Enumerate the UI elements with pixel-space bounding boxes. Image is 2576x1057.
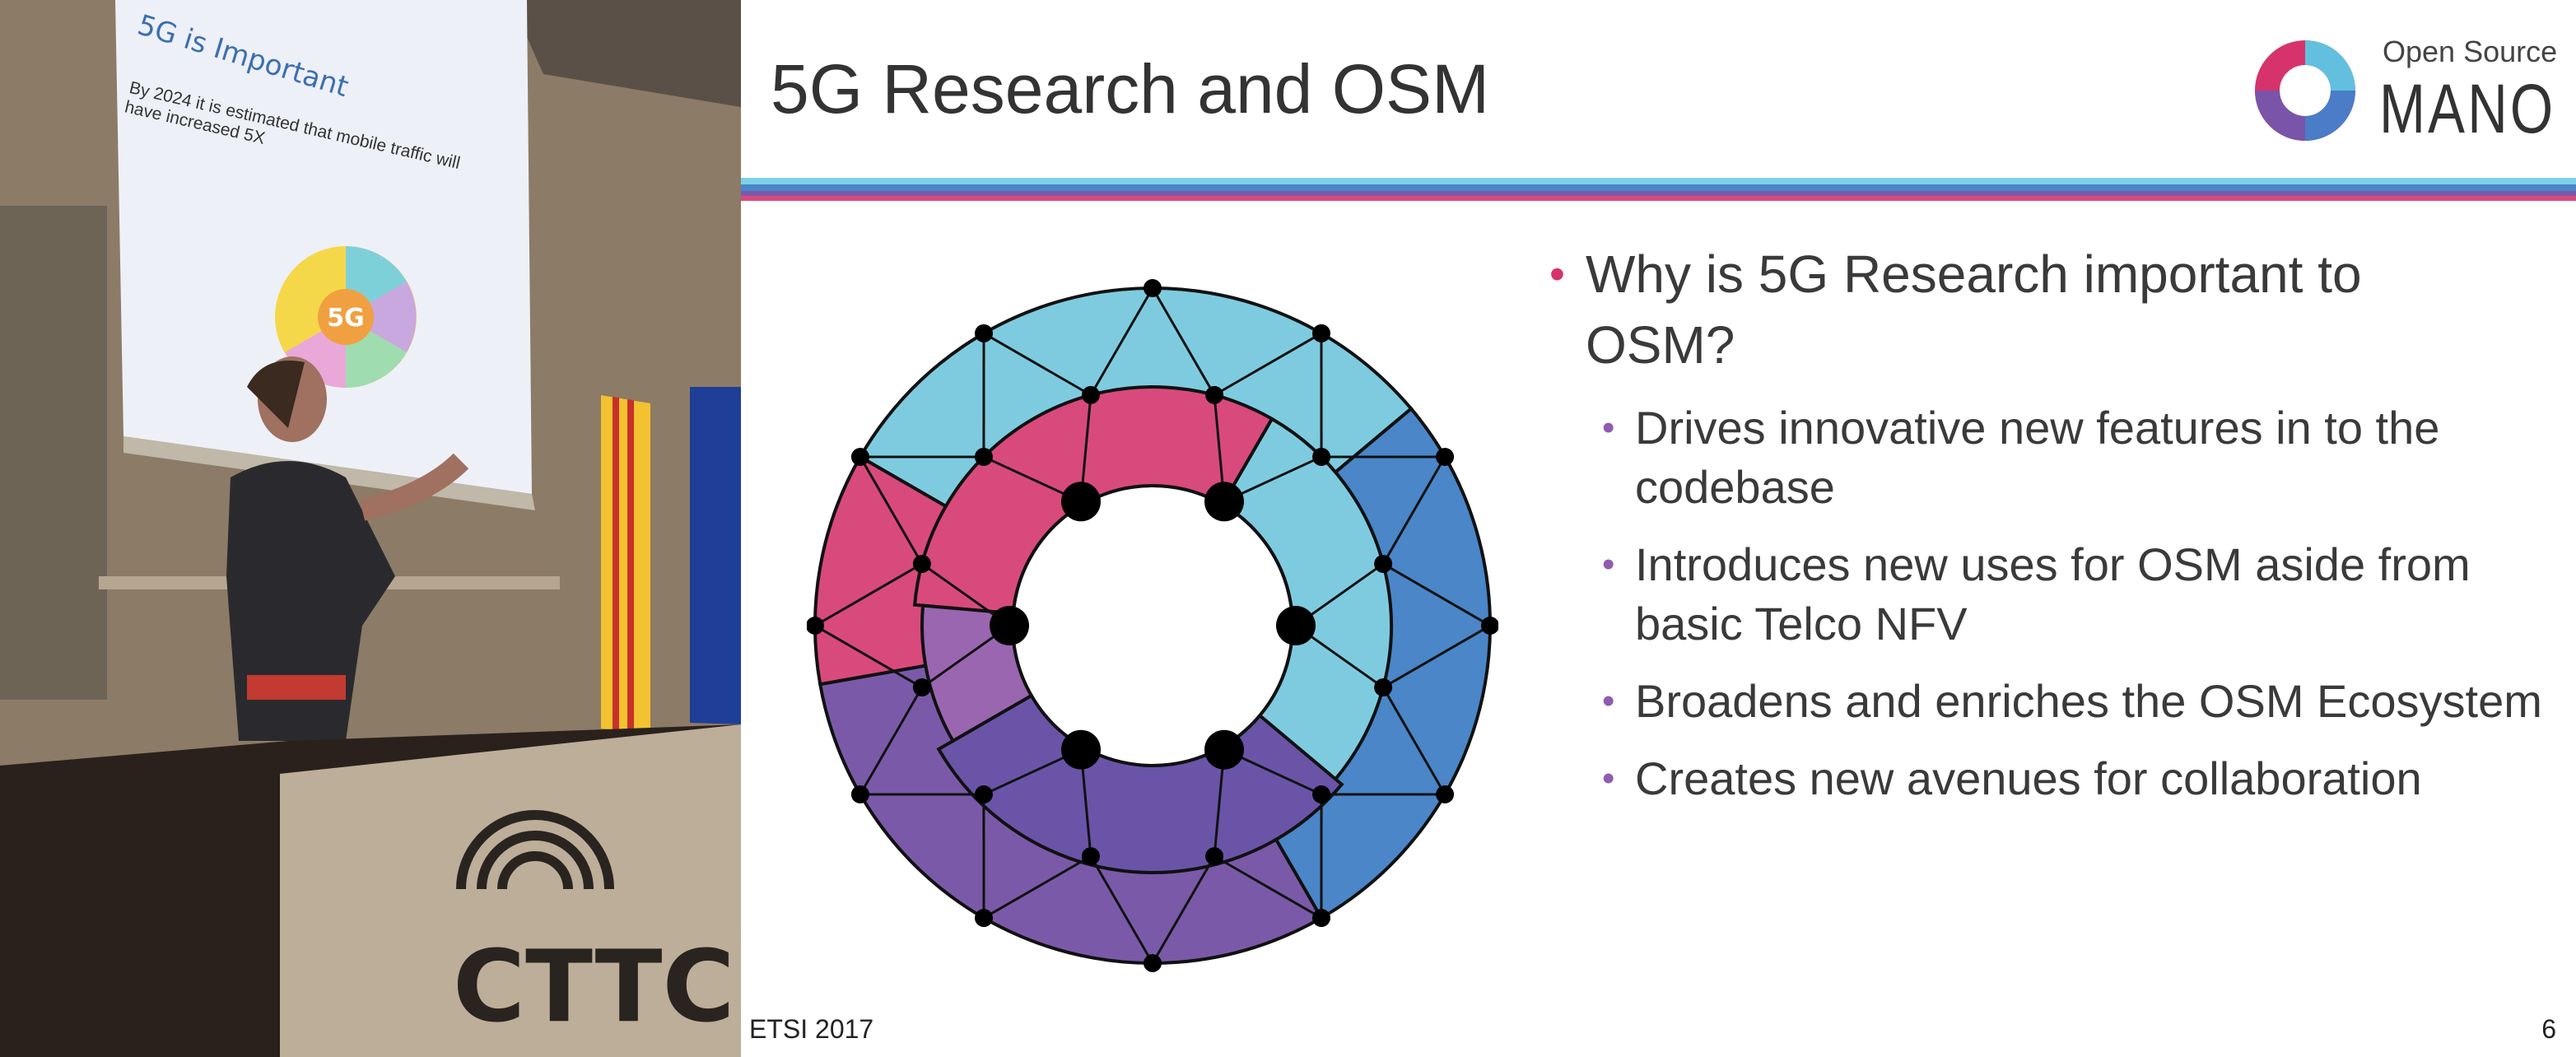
mesh-node xyxy=(990,606,1029,645)
mesh-node xyxy=(1312,785,1331,804)
mesh-node xyxy=(1276,606,1316,645)
mesh-line xyxy=(859,687,924,795)
mesh-node xyxy=(1205,847,1224,866)
mesh-line xyxy=(1381,687,1446,795)
stripe xyxy=(741,196,2576,201)
mesh-node xyxy=(1061,482,1101,522)
mesh-node xyxy=(807,617,824,635)
mesh-node xyxy=(912,554,931,573)
page-number: 6 xyxy=(2541,1014,2556,1044)
mesh-line xyxy=(983,332,1092,397)
stripe xyxy=(741,184,2576,191)
mesh-line xyxy=(1213,332,1322,397)
sub-bullet: Drives innovative new features in to the… xyxy=(1602,398,2549,517)
mesh-node xyxy=(850,785,869,803)
mesh-line xyxy=(1382,562,1491,627)
whiteboard xyxy=(0,206,107,700)
screen-center: 5G xyxy=(327,304,365,333)
logo-ring-purple xyxy=(2255,90,2306,141)
sub-bullet: Creates new avenues for collaboration xyxy=(1602,749,2549,808)
bullet-list: Why is 5G Research important to OSM? Dri… xyxy=(1549,239,2542,808)
mesh-line xyxy=(814,562,923,627)
mesh-line xyxy=(1151,855,1216,964)
mesh-node xyxy=(1204,482,1244,522)
ring-segment xyxy=(912,385,1274,616)
mesh-line xyxy=(1089,287,1154,396)
photo: 5G is Important By 2024 it is estimated … xyxy=(0,0,741,1057)
mesh-node xyxy=(1312,909,1330,928)
mesh-line xyxy=(1089,855,1154,964)
mesh-line xyxy=(814,624,923,689)
mesh-node xyxy=(1436,448,1455,466)
stripe xyxy=(741,191,2576,196)
ceiling xyxy=(510,0,741,107)
mesh-node xyxy=(975,909,993,928)
mesh-node xyxy=(975,324,993,342)
sub-bullet: Introduces new uses for OSM aside from b… xyxy=(1602,535,2549,654)
mesh-node xyxy=(1081,385,1100,404)
mesh-node xyxy=(1374,554,1393,573)
mesh-line xyxy=(983,854,1092,920)
mesh-node xyxy=(1481,617,1498,635)
mesh-node xyxy=(974,785,993,804)
podium-front xyxy=(280,724,741,1057)
footer: ETSI 2017 xyxy=(749,1014,874,1044)
mesh-node xyxy=(974,447,993,466)
speaker xyxy=(226,356,469,741)
slide: 5G Research and OSM Open Source MANO Why… xyxy=(741,0,2576,1057)
mesh-line xyxy=(1382,624,1491,689)
slide-title: 5G Research and OSM xyxy=(771,50,1490,128)
mesh-line xyxy=(1381,456,1446,565)
logo-line1: Open Source xyxy=(2383,35,2558,68)
mesh-node xyxy=(912,678,931,697)
logo-ring-blue xyxy=(2304,90,2355,141)
screen-wheel: 5G xyxy=(275,246,417,388)
mesh-node xyxy=(1081,847,1100,866)
mesh-node xyxy=(1312,447,1331,466)
mesh-node xyxy=(850,448,869,466)
mesh-line xyxy=(1151,287,1216,396)
mesh-node xyxy=(1312,324,1330,342)
logo-mark xyxy=(2255,40,2355,141)
podium-arcs xyxy=(456,810,614,890)
stripe xyxy=(741,178,2576,184)
mesh-line xyxy=(1213,854,1322,920)
sub-bullet: Broadens and enriches the OSM Ecosystem xyxy=(1602,672,2549,731)
mesh-line xyxy=(859,456,924,565)
podium-logo: CTTC xyxy=(453,930,735,1045)
mesh-node xyxy=(1061,729,1101,770)
mesh-node xyxy=(1144,954,1162,972)
mesh-node xyxy=(1436,785,1455,803)
mesh-node xyxy=(1374,678,1393,697)
mesh-node xyxy=(1144,279,1162,297)
projection-screen xyxy=(115,0,532,494)
logo-ring-cyan xyxy=(2304,40,2355,91)
logo-line2: MANO xyxy=(2379,70,2556,147)
flags xyxy=(601,387,741,733)
osm-ring xyxy=(807,279,1498,972)
ring-segment xyxy=(1220,417,1393,782)
mesh-node xyxy=(1204,729,1244,770)
bullet: Why is 5G Research important to OSM? xyxy=(1549,239,2458,380)
mesh-node xyxy=(1205,385,1224,404)
